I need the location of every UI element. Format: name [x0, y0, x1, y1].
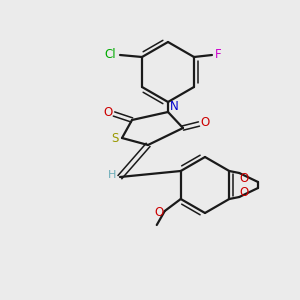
Text: O: O	[154, 206, 164, 218]
Text: Cl: Cl	[104, 47, 116, 61]
Text: S: S	[111, 133, 119, 146]
Text: F: F	[215, 47, 221, 61]
Text: H: H	[108, 170, 116, 180]
Text: O: O	[103, 106, 112, 119]
Text: O: O	[200, 116, 210, 130]
Text: O: O	[240, 185, 249, 199]
Text: N: N	[169, 100, 178, 113]
Text: O: O	[240, 172, 249, 184]
